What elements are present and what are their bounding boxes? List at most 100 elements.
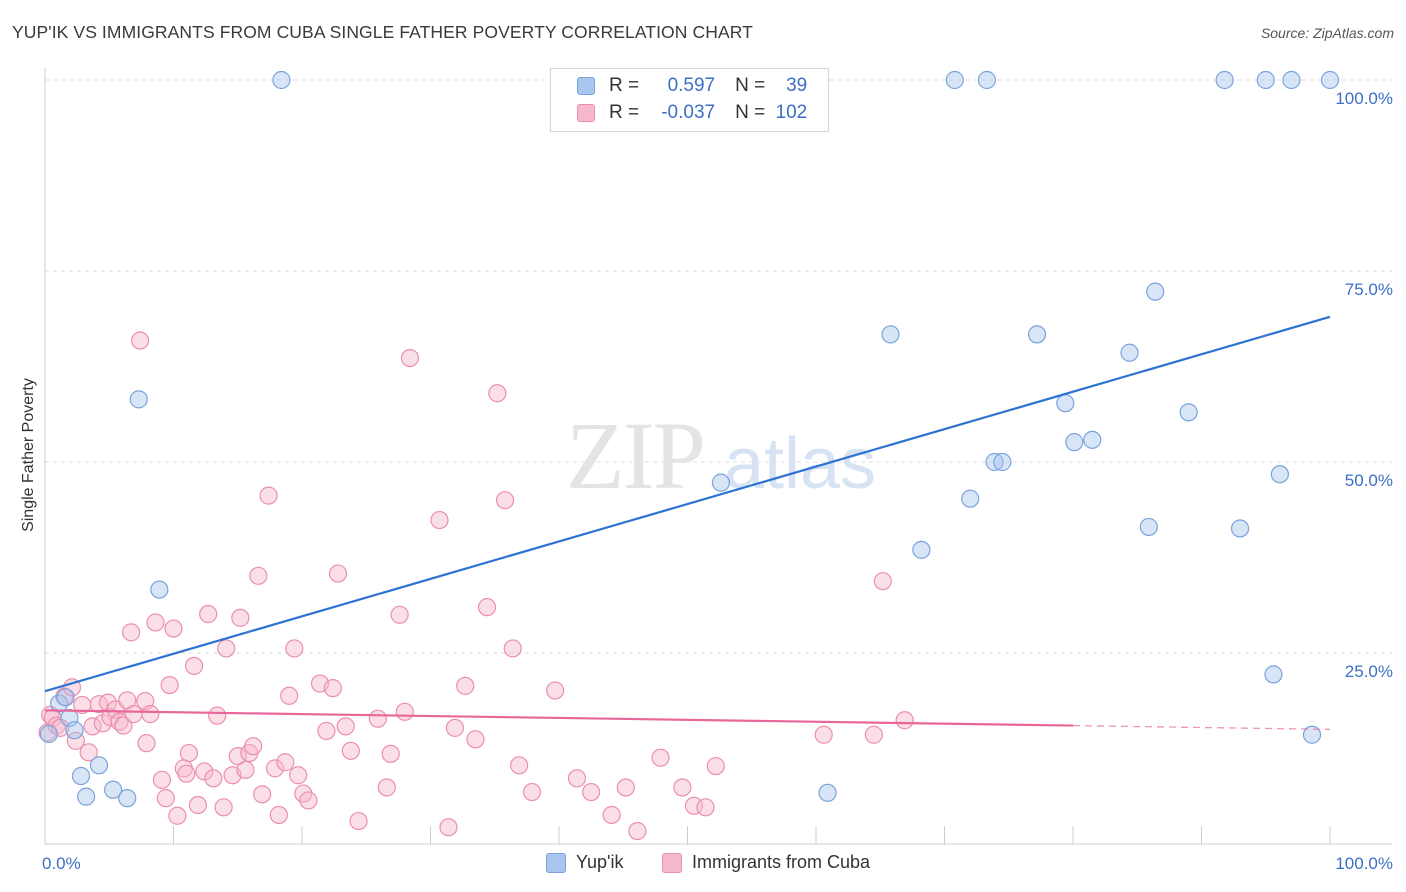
trend-lines <box>44 315 1331 731</box>
legend-swatch-blue <box>546 852 566 873</box>
data-point-yupik <box>881 325 900 344</box>
data-point-cuba <box>651 748 670 767</box>
legend-r-label: R = <box>609 102 640 123</box>
data-point-cuba <box>341 741 360 760</box>
series-immigrants-from-cuba <box>38 331 914 841</box>
data-point-cuba <box>208 706 227 725</box>
data-point-cuba <box>89 695 109 714</box>
data-point-yupik <box>118 789 137 808</box>
legend-row-cuba: R = -0.037 N = 102 <box>577 100 807 126</box>
legend-item-yupik: Yup'ik <box>546 852 623 873</box>
data-point-yupik <box>272 70 291 90</box>
data-point-yupik <box>1282 70 1301 90</box>
data-point-yupik <box>1056 394 1075 413</box>
data-point-yupik <box>39 724 58 744</box>
data-point-yupik <box>912 540 931 559</box>
y-tick-label: 75.0% <box>1345 280 1393 299</box>
data-point-yupik <box>711 473 731 492</box>
data-point-cuba <box>177 764 196 783</box>
data-point-cuba <box>280 686 299 705</box>
data-point-yupik <box>129 390 148 409</box>
legend-swatch-blue <box>577 77 595 95</box>
trend-line-cuba-extension <box>1072 724 1331 731</box>
data-point-yupik <box>71 766 91 786</box>
data-point-yupik <box>65 721 84 740</box>
y-axis-label: Single Father Poverty <box>20 378 37 532</box>
legend-n-value: 39 <box>786 75 808 96</box>
data-point-yupik <box>1270 465 1289 484</box>
data-point-cuba <box>244 737 263 756</box>
legend-label-yupik: Yup'ik <box>576 852 624 872</box>
data-point-cuba <box>439 818 458 837</box>
y-tick-label: 100.0% <box>1335 89 1393 108</box>
data-point-yupik <box>993 452 1012 472</box>
legend-r-value: -0.037 <box>661 102 716 123</box>
legend-n-label: N = <box>735 75 766 96</box>
data-point-cuba <box>328 564 348 583</box>
data-point-cuba <box>160 675 179 695</box>
data-point-cuba <box>179 743 199 763</box>
data-point-yupik <box>945 70 964 90</box>
data-point-cuba <box>814 725 833 744</box>
data-point-yupik <box>1215 70 1234 90</box>
data-point-yupik <box>1083 430 1102 449</box>
data-point-cuba <box>164 619 183 638</box>
data-point-cuba <box>289 766 308 785</box>
data-point-cuba <box>285 639 304 658</box>
y-tick-label: 50.0% <box>1345 471 1393 490</box>
data-point-cuba <box>567 769 587 788</box>
data-point-yupik <box>89 756 109 775</box>
data-point-cuba <box>336 717 355 736</box>
data-point-cuba <box>83 717 102 736</box>
trend-line-yupik <box>44 315 1331 693</box>
data-point-cuba <box>323 679 342 698</box>
legend-item-cuba: Immigrants from Cuba <box>662 852 870 873</box>
data-point-cuba <box>477 598 497 617</box>
data-point-cuba <box>199 604 218 624</box>
data-point-cuba <box>299 791 318 810</box>
x-tick-label: 100.0% <box>1335 854 1393 873</box>
data-point-cuba <box>184 656 204 676</box>
legend-swatch-pink <box>662 852 682 873</box>
series-yupik <box>39 70 1340 808</box>
data-point-yupik <box>977 70 997 90</box>
data-point-cuba <box>231 608 250 627</box>
data-point-cuba <box>400 348 420 368</box>
data-point-cuba <box>381 744 400 763</box>
chart-title: YUP'IK VS IMMIGRANTS FROM CUBA SINGLE FA… <box>12 22 753 42</box>
data-point-cuba <box>628 821 647 841</box>
legend-r-value: 0.597 <box>667 75 716 96</box>
series-legend: Yup'ik Immigrants from Cuba <box>0 852 1406 876</box>
data-point-cuba <box>265 759 285 778</box>
data-point-cuba <box>228 747 247 766</box>
watermark-atlas: atlas <box>724 424 876 504</box>
data-point-cuba <box>156 789 175 808</box>
data-point-cuba <box>616 778 635 797</box>
data-point-cuba <box>195 762 214 781</box>
data-point-cuba <box>395 702 414 721</box>
data-point-cuba <box>466 730 485 749</box>
data-point-cuba <box>864 725 883 744</box>
data-point-yupik <box>1256 70 1275 90</box>
stats-legend: R = 0.597 N = 39 R = -0.037 N = 102 <box>550 68 829 132</box>
tick-labels: 25.0% 50.0% 75.0% 100.0% 0.0% 100.0% <box>42 89 1393 873</box>
data-point-cuba <box>121 623 141 642</box>
data-point-cuba <box>488 384 507 403</box>
data-point-yupik <box>1230 519 1250 538</box>
data-point-cuba <box>377 778 396 797</box>
data-point-yupik <box>961 489 980 508</box>
data-point-cuba <box>217 639 236 658</box>
data-point-cuba <box>168 806 187 825</box>
data-point-cuba <box>188 795 208 815</box>
watermark-zip: ZIP <box>566 402 704 509</box>
data-point-cuba <box>495 491 515 510</box>
data-point-yupik <box>1146 282 1165 301</box>
data-point-yupik <box>1179 403 1198 422</box>
data-point-cuba <box>684 796 704 815</box>
data-point-cuba <box>79 743 98 762</box>
legend-label-cuba: Immigrants from Cuba <box>692 852 871 872</box>
data-point-cuba <box>582 782 601 802</box>
data-point-cuba <box>130 331 150 350</box>
x-tick-label: 0.0% <box>42 854 81 873</box>
watermark: ZIP atlas <box>566 402 876 509</box>
